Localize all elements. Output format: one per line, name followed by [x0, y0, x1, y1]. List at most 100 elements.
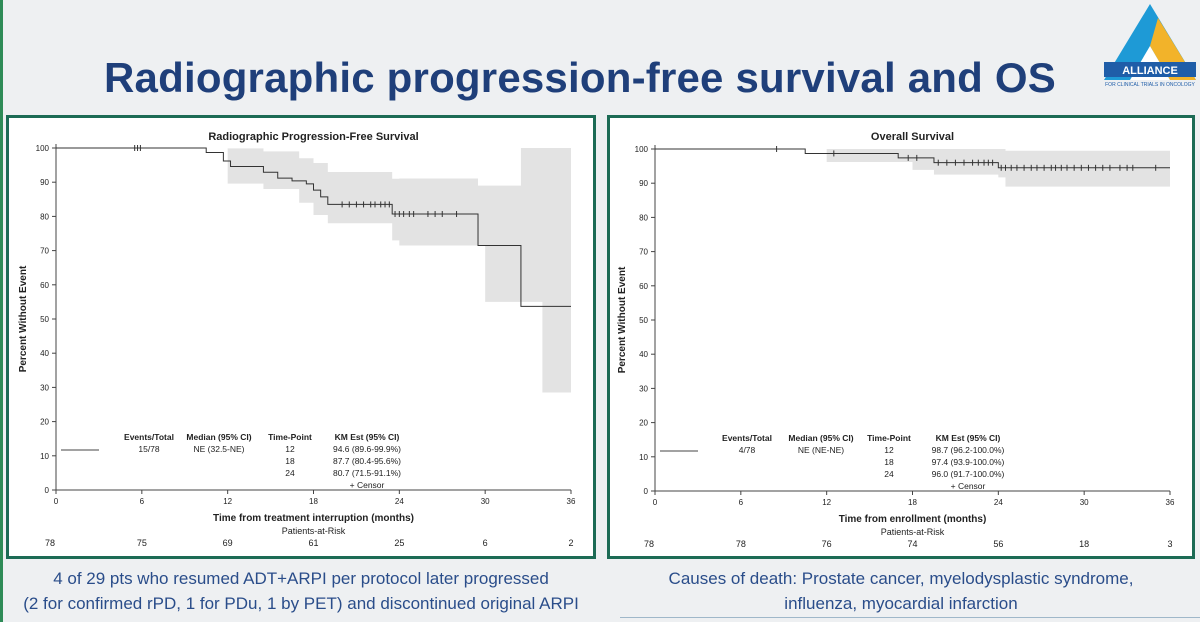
- stats-header: Time-Point: [867, 433, 911, 443]
- y-tick-label: 80: [40, 212, 49, 221]
- x-tick-label: 24: [994, 498, 1003, 507]
- rpfs-caption: 4 of 29 pts who resumed ADT+ARPI per pro…: [6, 566, 596, 616]
- os-caption: Causes of death: Prostate cancer, myelod…: [607, 566, 1195, 616]
- stats-header: Median (95% CI): [186, 432, 251, 442]
- rpfs-chart: Radiographic Progression-Free Survival 0 1…: [18, 131, 576, 548]
- slide-left-accent: [0, 0, 3, 622]
- patients-at-risk-label: Patients-at-Risk: [881, 527, 945, 537]
- y-tick-label: 40: [639, 350, 648, 359]
- patients-at-risk-value: 3: [1167, 539, 1172, 549]
- stats-header: KM Est (95% CI): [936, 433, 1001, 443]
- alliance-logo: ALLIANCE FOR CLINICAL TRIALS IN ONCOLOGY: [1104, 4, 1196, 88]
- x-tick-label: 12: [822, 498, 831, 507]
- patients-at-risk-value: 2: [568, 538, 573, 548]
- y-tick-label: 70: [639, 248, 648, 257]
- events-total: 4/78: [739, 445, 756, 455]
- confidence-band: [655, 149, 1170, 187]
- stats-header: Median (95% CI): [788, 433, 853, 443]
- y-axis-label: Percent Without Event: [18, 265, 29, 372]
- rpfs-caption-line: (2 for confirmed rPD, 1 for PDu, 1 by PE…: [23, 594, 579, 613]
- y-tick-label: 60: [40, 281, 49, 290]
- x-tick-label: 18: [908, 498, 917, 507]
- y-tick-label: 70: [40, 247, 49, 256]
- stats-header: KM Est (95% CI): [335, 432, 400, 442]
- os-chart: Overall Survival 0 10 20 30 40 50 60 70 80 90 100 0 6…: [617, 131, 1175, 549]
- x-axis-label: Time from enrollment (months): [839, 514, 987, 525]
- y-tick-label: 40: [40, 349, 49, 358]
- x-tick-label: 12: [223, 497, 232, 506]
- events-total: 15/78: [138, 444, 160, 454]
- y-tick-label: 100: [36, 144, 50, 153]
- y-axis-label: Percent Without Event: [617, 266, 628, 373]
- patients-at-risk-value: 78: [45, 538, 55, 548]
- km-estimate-value: 94.6 (89.6-99.9%): [333, 444, 401, 454]
- chart-title: Radiographic Progression-Free Survival: [208, 131, 418, 143]
- patients-at-risk-value: 78: [736, 539, 746, 549]
- y-tick-label: 30: [639, 384, 648, 393]
- y-tick-label: 90: [40, 178, 49, 187]
- x-tick-label: 0: [653, 498, 658, 507]
- km-estimate-value: 98.7 (96.2-100.0%): [932, 445, 1005, 455]
- patients-at-risk-value: 74: [907, 539, 917, 549]
- patients-at-risk-value: 78: [644, 539, 654, 549]
- patients-at-risk-value: 75: [137, 538, 147, 548]
- patients-at-risk-value: 18: [1079, 539, 1089, 549]
- x-tick-label: 6: [140, 497, 145, 506]
- x-tick-label: 36: [1166, 498, 1175, 507]
- km-estimate-value: 87.7 (80.4-95.6%): [333, 456, 401, 466]
- censor-legend: + Censor: [350, 480, 385, 490]
- x-tick-label: 30: [1080, 498, 1089, 507]
- x-tick-label: 36: [567, 497, 576, 506]
- patients-at-risk-label: Patients-at-Risk: [282, 526, 346, 536]
- confidence-band: [56, 148, 571, 393]
- os-caption-line: Causes of death: Prostate cancer, myelod…: [668, 569, 1134, 588]
- timepoint-value: 12: [285, 444, 295, 454]
- slide-title: Radiographic progression-free survival a…: [104, 54, 1056, 101]
- x-tick-label: 30: [481, 497, 490, 506]
- timepoint-value: 12: [884, 445, 894, 455]
- patients-at-risk-value: 25: [394, 538, 404, 548]
- censor-legend: + Censor: [951, 481, 986, 491]
- x-tick-label: 24: [395, 497, 404, 506]
- timepoint-value: 18: [285, 456, 295, 466]
- y-tick-label: 80: [639, 213, 648, 222]
- svg-text:FOR CLINICAL TRIALS IN ONCOLOG: FOR CLINICAL TRIALS IN ONCOLOGY: [1105, 82, 1195, 88]
- footer-divider: [620, 617, 1200, 618]
- timepoint-value: 18: [884, 457, 894, 467]
- km-estimate-value: 96.0 (91.7-100.0%): [932, 469, 1005, 479]
- chart-title: Overall Survival: [871, 131, 954, 143]
- timepoint-value: 24: [285, 468, 295, 478]
- km-estimate-value: 80.7 (71.5-91.1%): [333, 468, 401, 478]
- x-tick-label: 6: [739, 498, 744, 507]
- y-tick-label: 60: [639, 282, 648, 291]
- y-tick-label: 20: [40, 418, 49, 427]
- y-tick-label: 20: [639, 419, 648, 428]
- patients-at-risk-value: 56: [993, 539, 1003, 549]
- stats-header: Events/Total: [722, 433, 772, 443]
- patients-at-risk-value: 6: [483, 538, 488, 548]
- os-caption-line: influenza, myocardial infarction: [784, 594, 1018, 613]
- timepoint-value: 24: [884, 469, 894, 479]
- stats-header: Time-Point: [268, 432, 312, 442]
- y-tick-label: 0: [644, 487, 649, 496]
- y-tick-label: 10: [639, 453, 648, 462]
- y-tick-label: 0: [45, 486, 50, 495]
- y-tick-label: 10: [40, 452, 49, 461]
- stats-header: Events/Total: [124, 432, 174, 442]
- x-axis-label: Time from treatment interruption (months…: [213, 513, 414, 524]
- y-tick-label: 50: [639, 316, 648, 325]
- km-estimate-value: 97.4 (93.9-100.0%): [932, 457, 1005, 467]
- svg-text:ALLIANCE: ALLIANCE: [1122, 65, 1178, 77]
- y-tick-label: 90: [639, 179, 648, 188]
- median-value: NE (32.5-NE): [193, 444, 244, 454]
- y-tick-label: 50: [40, 315, 49, 324]
- y-tick-label: 30: [40, 383, 49, 392]
- y-tick-label: 100: [635, 145, 649, 154]
- x-tick-label: 0: [54, 497, 59, 506]
- km-curve: [655, 148, 1170, 169]
- patients-at-risk-value: 76: [822, 539, 832, 549]
- patients-at-risk-value: 69: [223, 538, 233, 548]
- rpfs-caption-line: 4 of 29 pts who resumed ADT+ARPI per pro…: [53, 569, 549, 588]
- x-tick-label: 18: [309, 497, 318, 506]
- rpfs-chart-panel: Radiographic Progression-Free Survival 0 1…: [6, 115, 596, 559]
